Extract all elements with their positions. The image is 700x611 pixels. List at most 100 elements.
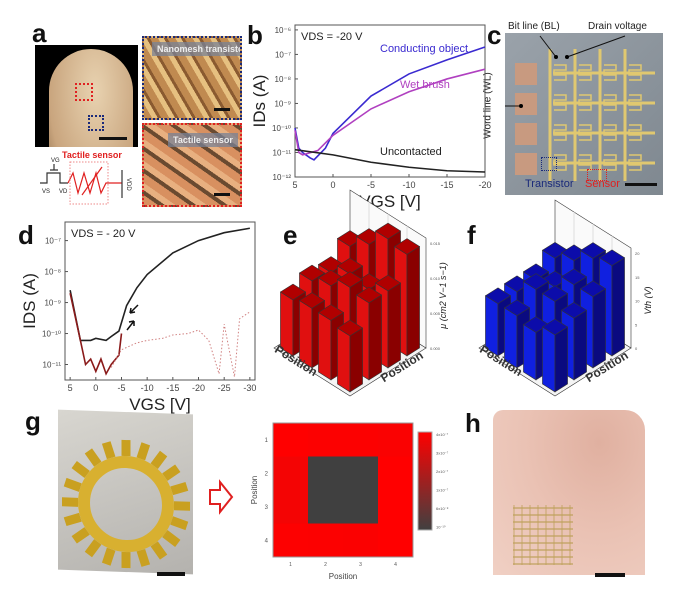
bar-top-face (598, 249, 626, 267)
z-tick-label: 0.000 (430, 346, 441, 351)
plot-frame (294, 24, 486, 178)
z-tick-label: 5 (635, 322, 638, 327)
heatmap-cell (308, 490, 344, 524)
bar-top-face (541, 241, 569, 259)
x-tick-label: 5 (68, 383, 73, 393)
bar-top-face (503, 299, 531, 317)
x-tick-label: -5 (367, 180, 375, 190)
bar-top-face (579, 280, 607, 298)
y-tick-label: 10⁻⁹ (274, 99, 291, 108)
z-axis-label: Vth (V) (643, 286, 653, 314)
series-line-series-1 (69, 293, 123, 376)
scale-bar-h (595, 573, 625, 577)
word-line-pad (515, 93, 537, 115)
bar-top-face (579, 242, 607, 259)
z-tick-label: 0.015 (430, 241, 441, 246)
sensor-label: Sensor (585, 178, 620, 190)
tactile-sensor-tag: Tactile sensor (168, 133, 238, 147)
bar-top-face (560, 268, 588, 286)
heatmap-cell (308, 423, 344, 457)
y-tick-label: 2 (265, 471, 269, 477)
plot-frame (64, 221, 256, 381)
gear-tooth (174, 501, 190, 511)
y-tick-label: 10⁻¹¹ (43, 361, 62, 370)
gear-tooth (150, 450, 168, 469)
y-tick-label: 10⁻¹² (273, 173, 292, 182)
z-tick-label: 0.010 (430, 276, 441, 281)
heatmap-cell (343, 456, 379, 491)
y-tick-label: 4 (265, 538, 269, 544)
sensor-serpentine (553, 64, 567, 81)
panel-label-c: c (487, 20, 502, 50)
colorbar-tick-label: 4x10⁻⁷ (436, 432, 449, 437)
panel-label-f: f (467, 220, 476, 250)
vds-annotation: VDS = -20 V (301, 31, 363, 43)
bar-top-face (393, 238, 421, 255)
legend-label: Conducting object (380, 43, 468, 55)
colorbar-tick-label: 1x10⁻⁷ (436, 488, 449, 493)
z-tick-label: 0.005 (430, 311, 441, 316)
gear-tooth (84, 448, 102, 467)
bar-top-face (541, 285, 569, 302)
bar-top-face (374, 274, 402, 292)
x-tick-label: -20 (192, 383, 205, 393)
y-tick-label: 1 (265, 438, 269, 444)
sensor-serpentine (578, 94, 592, 111)
gear-tooth (170, 482, 189, 496)
bar-top-face (336, 319, 364, 337)
heatmap-cell (343, 423, 379, 457)
y-tick-label: 10⁻¹⁰ (272, 124, 291, 133)
x-tick-label: -20 (478, 180, 491, 190)
heatmap-frame (272, 422, 414, 558)
panel-label-h: h (465, 408, 481, 438)
panel-label-d: d (18, 220, 34, 250)
word-line-pad (515, 123, 537, 145)
colorbar-tick-label: 2x10⁻⁷ (436, 469, 449, 474)
y-tick-label: 10⁻⁷ (275, 50, 291, 59)
x-tick-label: 0 (330, 180, 335, 190)
gear-tooth (63, 512, 82, 526)
colorbar-tick-label: 3x10⁻⁷ (436, 451, 449, 456)
gear-object-photo (58, 409, 193, 575)
bar-top-face (522, 273, 550, 290)
transistor-label: Transistor (525, 178, 574, 190)
heatmap-cell (273, 423, 309, 457)
gear-tooth (162, 464, 181, 481)
bar-top-face (374, 222, 402, 240)
bar-top-face (317, 304, 345, 321)
gear-tooth (101, 547, 116, 566)
x-axis-label: VGS [V] (129, 395, 190, 414)
y-axis-label: Position (250, 476, 259, 504)
x-tick-label: 0 (93, 383, 98, 393)
bit-line-label: Bit line (BL) (508, 21, 560, 32)
gear-tooth (71, 527, 90, 544)
sensor-serpentine (628, 64, 642, 81)
gear-tooth (150, 541, 168, 560)
circuit-title: Tactile sensor (62, 150, 122, 160)
sensor-serpentine (603, 64, 617, 81)
x-tick-label: 4 (394, 562, 397, 568)
panel-label-a: a (32, 18, 47, 48)
bar-top-face (560, 301, 588, 319)
panel-label-e: e (283, 220, 298, 250)
series-line-uncontacted (294, 148, 486, 173)
heatmap-cell (273, 456, 309, 491)
heatmap-cell (308, 523, 344, 558)
sensor-serpentine (603, 124, 617, 141)
x-tick-label: -15 (166, 383, 179, 393)
heatmap-cell (378, 523, 414, 558)
sweep-direction-arrow (126, 320, 135, 331)
heatmap-cell (273, 490, 309, 524)
heatmap-cell (308, 456, 344, 491)
gear-tooth (136, 442, 151, 461)
z-tick-label: 0 (635, 346, 638, 351)
series-line-series-0 (69, 227, 251, 342)
series-line-gate-leakage (110, 311, 251, 377)
bar-top-face (336, 271, 364, 288)
x-tick-label: 1 (289, 562, 292, 568)
gear-tooth (162, 530, 181, 547)
